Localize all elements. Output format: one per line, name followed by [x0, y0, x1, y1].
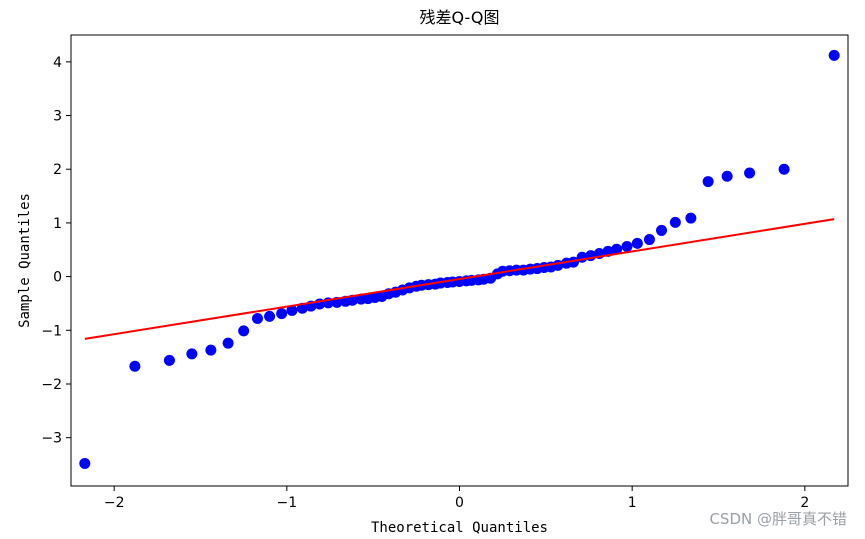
- data-point-6: [238, 325, 250, 337]
- data-point-50: [567, 256, 579, 268]
- data-point-58: [643, 234, 655, 246]
- data-point-5: [222, 337, 234, 349]
- data-point-2: [163, 354, 175, 366]
- data-point-56: [621, 241, 633, 253]
- x-axis-label: Theoretical Quantiles: [371, 520, 548, 536]
- data-point-9: [276, 308, 288, 320]
- data-point-8: [264, 310, 276, 322]
- y-tick-label-0: −3: [41, 431, 62, 447]
- y-tick-label-2: −1: [41, 323, 62, 339]
- y-tick-label-7: 4: [53, 55, 62, 71]
- data-point-3: [186, 348, 198, 360]
- x-tick-label-3: 1: [628, 495, 637, 511]
- reference-line: [84, 218, 835, 340]
- data-point-62: [702, 176, 714, 188]
- data-point-66: [828, 49, 840, 61]
- watermark: CSDN @胖哥真不错: [709, 510, 847, 528]
- y-axis-label: Sample Quantiles: [17, 193, 33, 328]
- x-axis-ticks: −2 −1 0 1 2: [104, 486, 809, 511]
- y-axis-ticks: −3 −2 −1 0 1 2 3 4: [41, 55, 71, 447]
- y-tick-label-1: −2: [41, 377, 62, 393]
- data-point-60: [669, 216, 681, 228]
- data-point-1: [129, 360, 141, 372]
- y-tick-label-6: 3: [53, 109, 62, 125]
- x-tick-label-0: −2: [104, 495, 125, 511]
- data-points: [79, 49, 840, 469]
- axes-frame: [70, 34, 849, 487]
- x-tick-label-4: 2: [800, 495, 809, 511]
- data-point-0: [79, 457, 91, 469]
- plot-area: [70, 34, 849, 487]
- data-point-4: [205, 344, 217, 356]
- y-tick-label-5: 2: [53, 162, 62, 178]
- data-point-10: [286, 304, 298, 316]
- data-point-64: [744, 167, 756, 179]
- y-tick-label-4: 1: [53, 216, 62, 232]
- data-point-65: [778, 163, 790, 175]
- data-point-59: [656, 224, 668, 236]
- data-point-61: [685, 212, 697, 224]
- data-point-7: [251, 312, 263, 324]
- x-tick-label-1: −1: [277, 495, 298, 511]
- data-point-57: [631, 237, 643, 249]
- chart-title: 残差Q-Q图: [420, 8, 500, 27]
- y-tick-label-3: 0: [53, 270, 62, 286]
- x-tick-label-2: 0: [455, 495, 464, 511]
- data-point-63: [721, 170, 733, 182]
- data-point-55: [611, 243, 623, 255]
